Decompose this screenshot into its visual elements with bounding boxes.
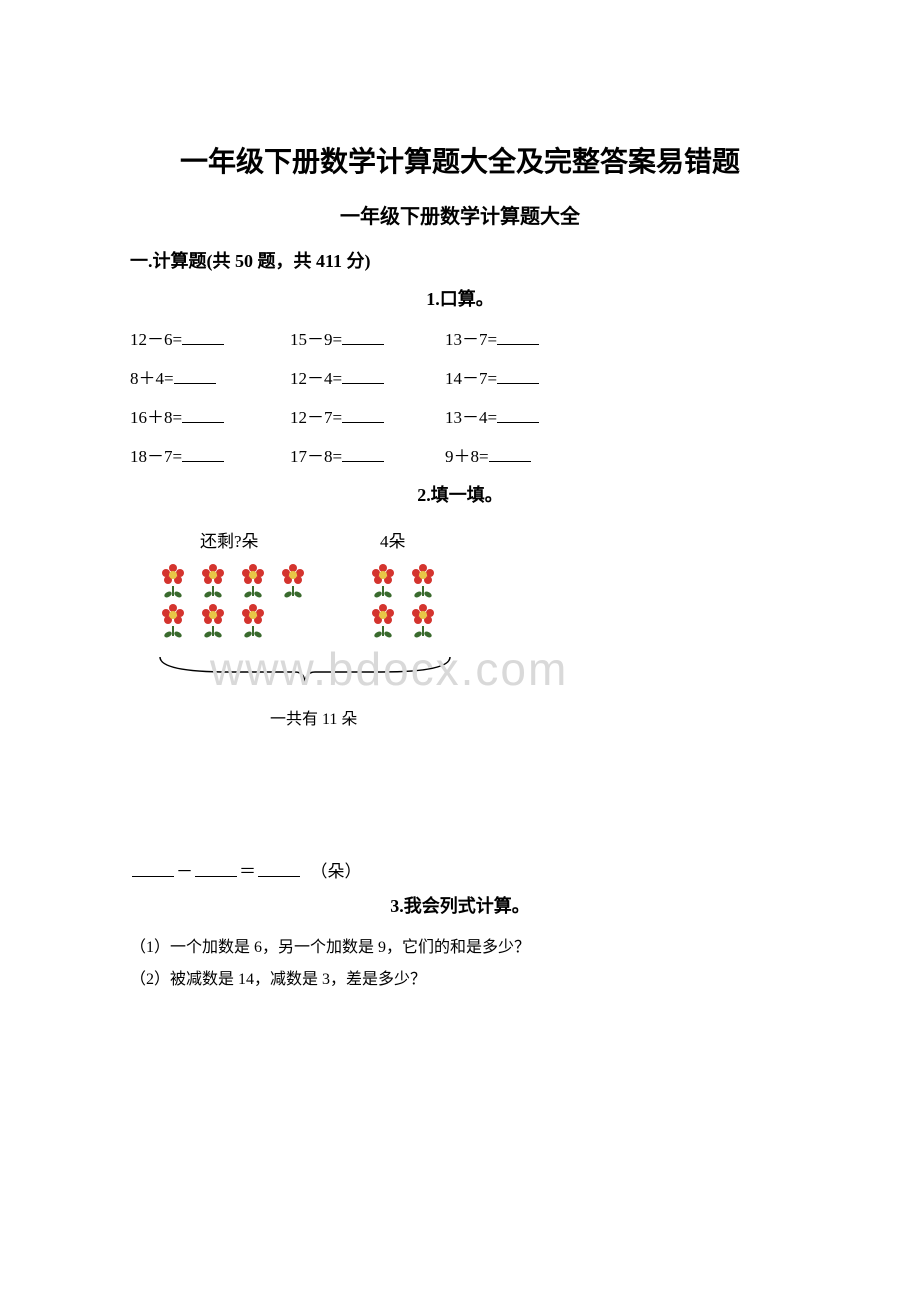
blank xyxy=(489,446,531,462)
blank xyxy=(174,368,216,384)
flower-icon xyxy=(280,564,306,598)
math-item: 16＋8= xyxy=(130,403,290,428)
math-item: 12－7= xyxy=(290,403,445,428)
section-header: 一.计算题(共 50 题，共 411 分) xyxy=(130,247,790,273)
q1-title: 1.口算。 xyxy=(130,285,790,311)
blank xyxy=(258,861,300,877)
q1-math-block: 12－6= 15－9= 13－7= 8＋4= 12－4= 14－7= 16＋8=… xyxy=(130,325,790,467)
subtitle: 一年级下册数学计算题大全 xyxy=(130,200,790,229)
math-row: 12－6= 15－9= 13－7= xyxy=(130,325,790,350)
q2-equation: －＝ （朵） xyxy=(130,857,790,882)
q2-diagram: www.bdocx.com 还剩?朵 4朵 一共有 11 朵 xyxy=(130,527,790,817)
flower-icon xyxy=(200,564,226,598)
expr: 12－4= xyxy=(290,364,342,389)
main-title: 一年级下册数学计算题大全及完整答案易错题 xyxy=(130,140,790,180)
math-item: 15－9= xyxy=(290,325,445,350)
diagram-labels: 还剩?朵 4朵 xyxy=(200,527,790,552)
math-item: 13－7= xyxy=(445,325,539,350)
total-label: 一共有 11 朵 xyxy=(270,705,790,729)
blank xyxy=(182,329,224,345)
unit: （朵） xyxy=(311,862,362,881)
flower-icon xyxy=(160,564,186,598)
expr: 12－6= xyxy=(130,325,182,350)
q3-item1: （1）一个加数是 6，另一个加数是 9，它们的和是多少？ xyxy=(130,932,790,964)
blank xyxy=(132,861,174,877)
math-item: 12－6= xyxy=(130,325,290,350)
flower-icon xyxy=(240,564,266,598)
blank xyxy=(182,407,224,423)
expr: 17－8= xyxy=(290,442,342,467)
flower-icon xyxy=(410,564,436,598)
blank xyxy=(497,368,539,384)
expr: 8＋4= xyxy=(130,364,174,389)
q3-list: （1）一个加数是 6，另一个加数是 9，它们的和是多少？ （2）被减数是 14，… xyxy=(130,932,790,996)
flower-group-left xyxy=(160,564,335,638)
math-item: 12－4= xyxy=(290,364,445,389)
math-item: 9＋8= xyxy=(445,442,531,467)
blank xyxy=(342,446,384,462)
blank xyxy=(182,446,224,462)
math-item: 18－7= xyxy=(130,442,290,467)
flower-icon xyxy=(200,604,226,638)
blank xyxy=(497,329,539,345)
math-item: 14－7= xyxy=(445,364,539,389)
expr: 13－7= xyxy=(445,325,497,350)
math-row: 18－7= 17－8= 9＋8= xyxy=(130,442,790,467)
q2-title: 2.填一填。 xyxy=(130,481,790,507)
q3-item2: （2）被减数是 14，减数是 3，差是多少？ xyxy=(130,964,790,996)
flower-icon xyxy=(370,564,396,598)
math-item: 13－4= xyxy=(445,403,539,428)
watermark: www.bdocx.com xyxy=(210,642,568,696)
blank xyxy=(342,368,384,384)
flower-group-right xyxy=(370,564,460,638)
expr: 16＋8= xyxy=(130,403,182,428)
expr: 14－7= xyxy=(445,364,497,389)
label-left: 还剩?朵 xyxy=(200,527,380,552)
expr: 15－9= xyxy=(290,325,342,350)
flower-icon xyxy=(240,604,266,638)
expr: 12－7= xyxy=(290,403,342,428)
flower-icon xyxy=(410,604,436,638)
blank xyxy=(497,407,539,423)
flowers-row xyxy=(160,564,790,638)
label-right: 4朵 xyxy=(380,527,406,552)
blank xyxy=(342,329,384,345)
blank xyxy=(195,861,237,877)
flower-icon xyxy=(160,604,186,638)
flower-icon xyxy=(370,604,396,638)
expr: 13－4= xyxy=(445,403,497,428)
math-item: 17－8= xyxy=(290,442,445,467)
math-row: 8＋4= 12－4= 14－7= xyxy=(130,364,790,389)
expr: 18－7= xyxy=(130,442,182,467)
math-row: 16＋8= 12－7= 13－4= xyxy=(130,403,790,428)
expr: 9＋8= xyxy=(445,442,489,467)
q3-title: 3.我会列式计算。 xyxy=(130,892,790,918)
blank xyxy=(342,407,384,423)
math-item: 8＋4= xyxy=(130,364,290,389)
